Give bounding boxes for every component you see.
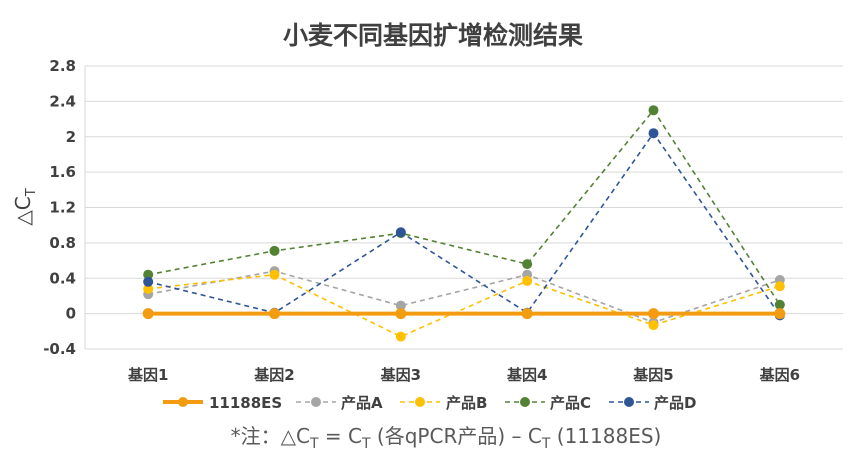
data-point	[395, 331, 406, 342]
y-tick-labels: -0.4 0 0.4 0.8 1.2 1.6 2 2.4 2.8	[43, 57, 76, 358]
series-1	[142, 308, 786, 320]
data-point	[774, 299, 785, 310]
legend-swatch-marker	[311, 397, 321, 407]
data-point	[648, 105, 659, 116]
y-tick-label: 0.8	[49, 234, 76, 252]
legend-item: 产品B	[400, 394, 487, 412]
footnote-part-1: *注：△C	[231, 424, 310, 448]
y-tick-label: 2.8	[49, 57, 76, 75]
data-point	[648, 320, 659, 331]
series-line	[147, 131, 781, 316]
series-3	[143, 269, 785, 342]
footnote-sub-2: T	[361, 436, 371, 452]
data-point	[395, 227, 406, 238]
legend-item: 产品A	[296, 394, 383, 412]
y-tick-label: 0.4	[49, 269, 76, 287]
footnote-sub-1: T	[309, 436, 319, 452]
data-point	[395, 300, 406, 311]
data-point	[648, 308, 659, 320]
footnote-sub-3: T	[541, 436, 551, 452]
chart-title: 小麦不同基因扩增检测结果	[283, 21, 583, 50]
legend-item: 11188ES	[163, 394, 282, 412]
data-point	[269, 308, 280, 320]
data-point	[143, 283, 154, 294]
data-point	[142, 308, 154, 320]
data-point	[522, 275, 533, 286]
series-line	[148, 273, 781, 338]
legend-label: 产品B	[446, 394, 487, 412]
x-tick-labels: 基因1 基因2 基因3 基因4 基因5 基因6	[127, 366, 800, 384]
y-axis-label-main: △C	[11, 196, 35, 225]
x-tick-label: 基因6	[759, 366, 800, 384]
x-tick-label: 基因4	[506, 366, 547, 384]
grid-lines	[84, 65, 843, 350]
series-2	[143, 266, 785, 328]
series-line	[148, 108, 781, 306]
y-tick-label: 1.2	[49, 199, 76, 217]
x-tick-label: 基因2	[253, 366, 294, 384]
x-tick-label: 基因3	[380, 366, 421, 384]
data-point	[143, 276, 154, 287]
data-point	[521, 308, 533, 320]
data-point	[648, 128, 659, 139]
data-point	[774, 308, 786, 320]
footnote-part-4: (11188ES)	[550, 424, 661, 448]
legend-label: 产品C	[550, 394, 591, 412]
data-point	[522, 259, 533, 270]
x-tick-label: 基因5	[632, 366, 673, 384]
footnote-part-3: (各qPCR产品) – C	[371, 424, 542, 448]
legend: 11188ES 产品A 产品B 产品C 产品D	[163, 394, 696, 412]
data-point	[269, 245, 280, 256]
legend-swatch-marker	[520, 397, 530, 407]
y-tick-label: -0.4	[43, 340, 76, 358]
footnote: *注：△CT = CT (各qPCR产品) – CT (11188ES)	[231, 424, 662, 452]
legend-label: 产品A	[341, 394, 383, 412]
legend-swatch-marker	[178, 397, 188, 407]
data-point	[395, 308, 407, 320]
legend-label: 产品D	[654, 394, 696, 412]
data-point	[143, 269, 154, 280]
data-point	[269, 269, 280, 280]
legend-item: 产品C	[505, 394, 591, 412]
y-tick-label: 1.6	[49, 163, 76, 181]
x-tick-label: 基因1	[127, 366, 168, 384]
series-5	[143, 128, 785, 321]
footnote-part-2: = C	[319, 424, 362, 448]
legend-item: 产品D	[609, 394, 696, 412]
legend-swatch-marker	[415, 397, 425, 407]
legend-swatch-marker	[624, 397, 634, 407]
data-point	[774, 281, 785, 292]
series-lines	[142, 105, 786, 342]
y-axis-label: △CT	[11, 188, 39, 225]
y-tick-label: 2	[66, 128, 76, 146]
y-axis-label-sub: T	[24, 188, 39, 197]
y-tick-label: 2.4	[49, 92, 76, 110]
legend-label: 11188ES	[209, 394, 282, 412]
y-tick-label: 0	[66, 305, 76, 323]
series-line	[148, 270, 781, 324]
